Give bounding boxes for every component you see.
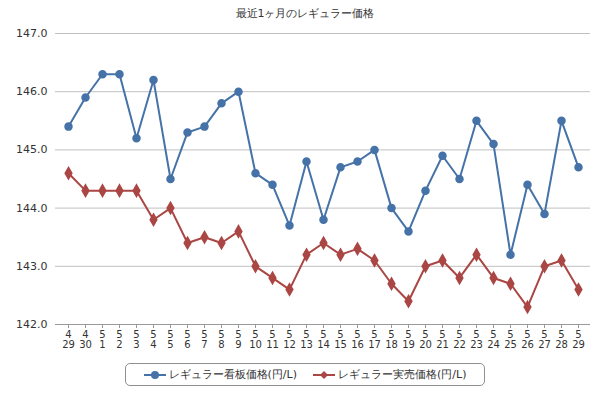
svg-text:55: 55 — [167, 329, 173, 350]
svg-text:57: 57 — [201, 329, 207, 350]
svg-text:59: 59 — [235, 329, 241, 350]
svg-text:525: 525 — [504, 329, 517, 350]
svg-text:520: 520 — [419, 329, 432, 350]
svg-text:515: 515 — [334, 329, 347, 350]
svg-text:53: 53 — [133, 329, 139, 350]
svg-text:514: 514 — [317, 329, 330, 350]
svg-text:529: 529 — [572, 329, 585, 350]
svg-text:429: 429 — [62, 329, 75, 350]
svg-text:519: 519 — [402, 329, 415, 350]
svg-text:518: 518 — [385, 329, 398, 350]
svg-text:522: 522 — [453, 329, 466, 350]
svg-text:56: 56 — [184, 329, 190, 350]
svg-text:511: 511 — [266, 329, 279, 350]
svg-text:52: 52 — [116, 329, 122, 350]
svg-text:512: 512 — [283, 329, 296, 350]
svg-text:521: 521 — [436, 329, 449, 350]
svg-text:145.0: 145.0 — [16, 143, 48, 156]
svg-text:528: 528 — [555, 329, 568, 350]
svg-text:513: 513 — [300, 329, 313, 350]
svg-text:524: 524 — [487, 329, 500, 350]
svg-text:54: 54 — [150, 329, 156, 350]
svg-text:510: 510 — [249, 329, 262, 350]
svg-text:147.0: 147.0 — [16, 27, 48, 40]
svg-text:527: 527 — [538, 329, 551, 350]
html-text:レギュラー実売価格(円/L): レギュラー実売価格(円/L) — [338, 367, 467, 381]
svg-text:142.0: 142.0 — [16, 318, 48, 331]
svg-text:143.0: 143.0 — [16, 260, 48, 273]
html-text:最近1ヶ月のレギュラー価格: 最近1ヶ月のレギュラー価格 — [235, 7, 375, 20]
svg-text:146.0: 146.0 — [16, 85, 48, 98]
svg-text:517: 517 — [368, 329, 381, 350]
svg-text:516: 516 — [351, 329, 364, 350]
html-text:レギュラー看板価格(円/L): レギュラー看板価格(円/L) — [168, 367, 297, 381]
svg-text:144.0: 144.0 — [16, 202, 48, 215]
svg-text:51: 51 — [99, 329, 105, 350]
svg-text:523: 523 — [470, 329, 483, 350]
svg-text:430: 430 — [79, 329, 92, 350]
svg-text:526: 526 — [521, 329, 534, 350]
svg-text:58: 58 — [218, 329, 224, 350]
